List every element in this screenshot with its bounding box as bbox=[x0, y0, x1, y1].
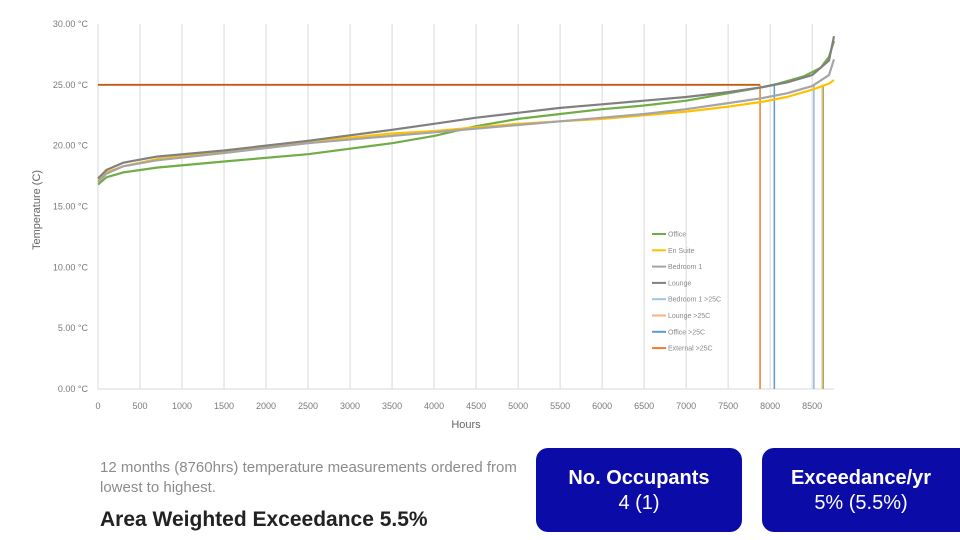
x-tick-label: 3500 bbox=[382, 401, 402, 411]
legend-entry: En Suite bbox=[668, 248, 695, 255]
x-tick-label: 3000 bbox=[340, 401, 360, 411]
series-line bbox=[97, 58, 836, 183]
x-tick-label: 8500 bbox=[802, 401, 822, 411]
exceedance-value: 5% (5.5%) bbox=[814, 492, 908, 514]
occupants-title: No. Occupants bbox=[568, 467, 710, 489]
x-tick-label: 5000 bbox=[508, 401, 528, 411]
legend: Office En Suite Bedroom 1 Lounge Bedroom 1 >… bbox=[652, 232, 721, 353]
x-tick-label: 2000 bbox=[256, 401, 276, 411]
x-tick-label: 7000 bbox=[676, 401, 696, 411]
series-line bbox=[97, 35, 836, 180]
x-tick-label: 8000 bbox=[760, 401, 780, 411]
y-tick-label: 30.00 °C bbox=[53, 19, 89, 29]
x-tick-label: 500 bbox=[132, 401, 147, 411]
legend-entry: External >25C bbox=[668, 346, 713, 353]
legend-entry: Bedroom 1 >25C bbox=[668, 297, 721, 304]
x-tick-label: 1000 bbox=[172, 401, 192, 411]
series-line bbox=[97, 40, 836, 186]
x-tick-label: 2500 bbox=[298, 401, 318, 411]
caption-text: 12 months (8760hrs) temperature measurem… bbox=[100, 459, 517, 496]
legend-entry: Office >25C bbox=[668, 329, 705, 336]
legend-entry: Lounge bbox=[668, 280, 691, 287]
threshold-lines bbox=[98, 83, 824, 389]
x-tick-label: 0 bbox=[95, 401, 100, 411]
x-axis-label: Hours bbox=[451, 419, 481, 431]
y-tick-label: 10.00 °C bbox=[53, 262, 89, 272]
tick-labels: 0 500 1000 1500 2000 2500 3000 3500 4000 4500 5000… bbox=[53, 19, 822, 411]
occupants-value: 4 (1) bbox=[618, 492, 660, 514]
y-tick-label: 25.00 °C bbox=[53, 80, 89, 90]
exceedance-box: Exceedance/yr 5% (5.5%) bbox=[762, 448, 960, 532]
temperature-chart: 0 500 1000 1500 2000 2500 3000 3500 4000 4500 5000… bbox=[31, 19, 836, 431]
series-lines bbox=[97, 35, 836, 186]
x-tick-label: 6500 bbox=[634, 401, 654, 411]
x-tick-label: 4000 bbox=[424, 401, 444, 411]
y-tick-label: 20.00 °C bbox=[53, 141, 89, 151]
y-tick-label: 5.00 °C bbox=[58, 323, 89, 333]
legend-entry: Bedroom 1 bbox=[668, 264, 702, 271]
exceedance-title: Exceedance/yr bbox=[790, 467, 932, 489]
y-tick-label: 0.00 °C bbox=[58, 384, 89, 394]
grid-lines bbox=[97, 24, 834, 390]
x-tick-label: 5500 bbox=[550, 401, 570, 411]
legend-entry: Lounge >25C bbox=[668, 313, 710, 320]
legend-entry: Office bbox=[668, 232, 686, 239]
occupants-box: No. Occupants 4 (1) bbox=[536, 448, 742, 532]
x-tick-label: 6000 bbox=[592, 401, 612, 411]
y-tick-label: 15.00 °C bbox=[53, 202, 89, 212]
area-weighted-exceedance: Area Weighted Exceedance 5.5% bbox=[100, 508, 428, 531]
y-axis-label: Temperature (C) bbox=[31, 170, 43, 250]
x-tick-label: 7500 bbox=[718, 401, 738, 411]
x-tick-label: 4500 bbox=[466, 401, 486, 411]
x-tick-label: 1500 bbox=[214, 401, 234, 411]
